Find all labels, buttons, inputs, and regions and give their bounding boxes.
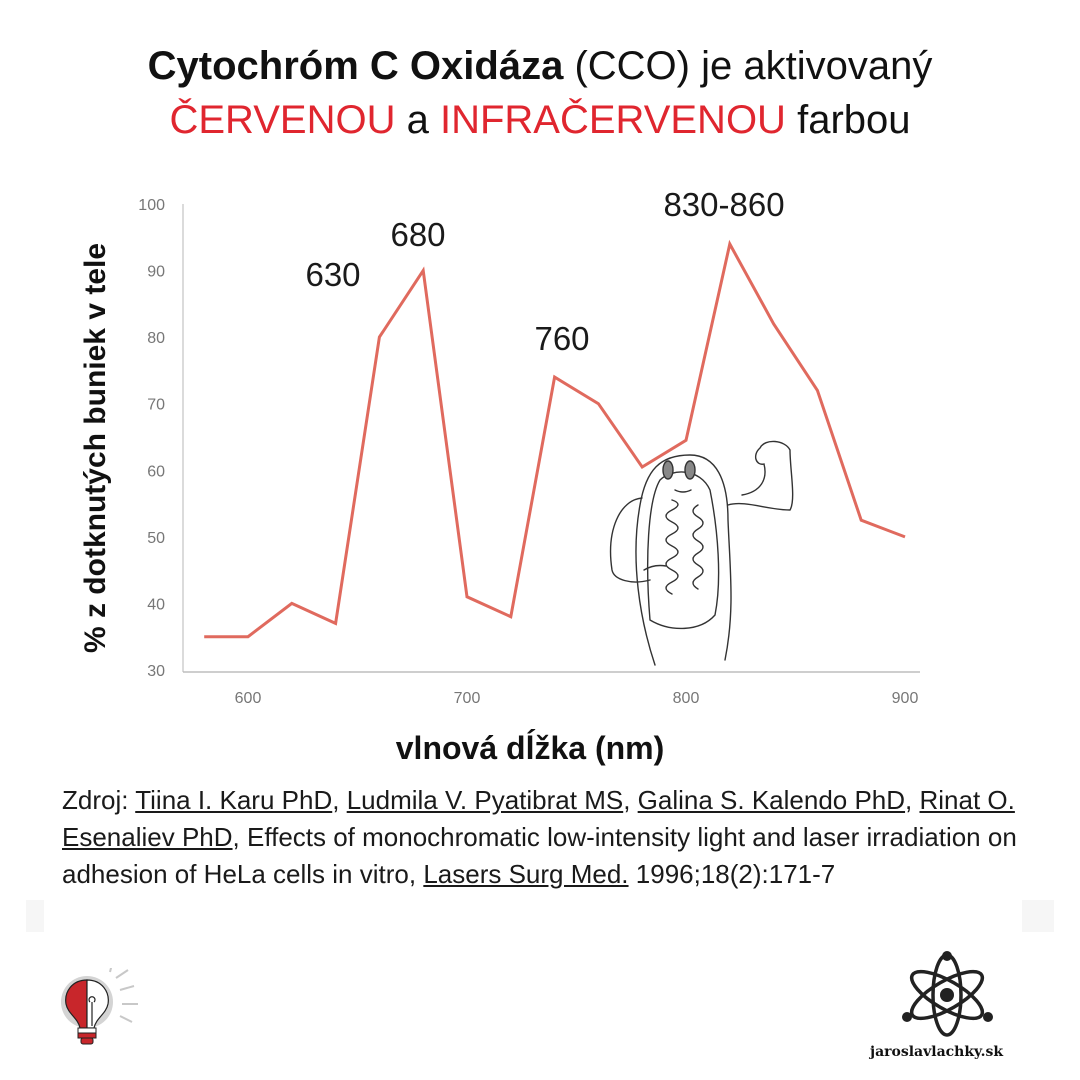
journal-link[interactable]: Lasers Surg Med. xyxy=(423,859,629,889)
title-line-2: ČERVENOU a INFRAČERVENOU farbou xyxy=(0,98,1080,142)
x-tick-label: 700 xyxy=(454,690,481,707)
y-tick-label: 90 xyxy=(147,264,165,281)
brain-lightbulb-logo-icon xyxy=(61,968,138,1045)
y-tick-label: 70 xyxy=(147,397,165,414)
peak-annotation: 630 xyxy=(305,256,360,293)
title-line-1: Cytochróm C Oxidáza (CCO) je aktivovaný xyxy=(0,44,1080,88)
x-axis-title: vlnová dĺžka (nm) xyxy=(395,730,665,766)
author-link[interactable]: Ludmila V. Pyatibrat MS xyxy=(346,785,624,815)
y-ticks: 30 40 50 60 70 80 90 100 xyxy=(138,197,165,680)
background-band xyxy=(26,900,44,932)
peak-annotation: 760 xyxy=(534,320,589,357)
chart-axes xyxy=(182,204,920,673)
y-tick-label: 30 xyxy=(147,663,165,680)
background-band xyxy=(1022,900,1054,932)
author-link[interactable]: Tiina I. Karu PhD xyxy=(135,785,333,815)
citation-details: 1996;18(2):171-7 xyxy=(635,859,836,889)
y-tick-label: 40 xyxy=(147,596,165,613)
author-link[interactable]: Galina S. Kalendo PhD xyxy=(637,785,906,815)
title-red-2: INFRAČERVENOU xyxy=(439,98,786,142)
data-line xyxy=(204,239,906,639)
y-tick-label: 60 xyxy=(147,463,165,480)
x-tick-label: 900 xyxy=(892,690,919,707)
x-tick-label: 600 xyxy=(235,690,262,707)
x-ticks: 600 700 800 900 xyxy=(235,690,919,707)
peak-annotations: 630 680 760 830-860 xyxy=(305,186,784,357)
source-citation: Zdroj: Tiina I. Karu PhD, Ludmila V. Pya… xyxy=(62,785,1017,889)
author-link[interactable]: Rinat O. Esenaliev PhD xyxy=(62,785,1015,852)
source-prefix: Zdroj: xyxy=(62,785,136,815)
title-rest: (CCO) je aktivovaný xyxy=(574,44,933,88)
peak-annotation: 680 xyxy=(390,216,445,253)
y-tick-label: 80 xyxy=(147,330,165,347)
x-tick-label: 800 xyxy=(673,690,700,707)
title-bold: Cytochróm C Oxidáza xyxy=(147,44,564,88)
atom-logo-icon xyxy=(902,951,993,1037)
title-red-1: ČERVENOU xyxy=(169,98,396,142)
website-link[interactable]: jaroslavlachky.sk xyxy=(870,1044,1004,1060)
article-title: Effects of monochromatic low-intensity l… xyxy=(62,822,1017,889)
title-end: farbou xyxy=(797,98,911,142)
title-mid: a xyxy=(406,98,429,142)
y-tick-label: 50 xyxy=(147,530,165,547)
mitochondrion-mascot-icon xyxy=(610,440,794,666)
y-tick-label: 100 xyxy=(138,197,165,214)
peak-annotation: 830-860 xyxy=(663,186,784,223)
